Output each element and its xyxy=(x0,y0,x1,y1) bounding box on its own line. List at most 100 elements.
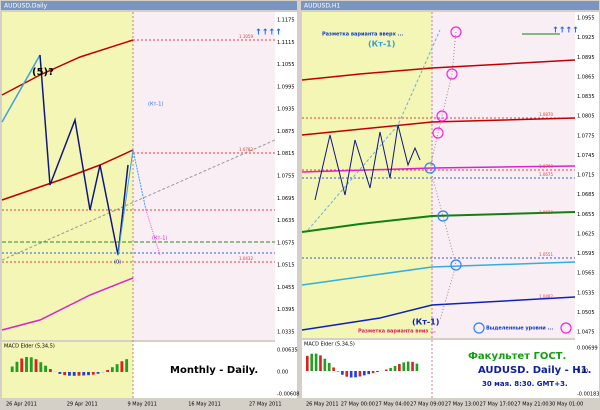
level-label: 1.0870 xyxy=(539,112,553,117)
histogram-bar xyxy=(72,372,76,376)
annotation: (Кт-1) xyxy=(148,102,163,108)
history-zone xyxy=(2,12,133,340)
histogram-bar xyxy=(63,372,67,376)
histogram-bar xyxy=(393,365,397,371)
annotation: Выделенные уровни ... xyxy=(486,326,553,332)
date-label: 27 May 09:00 xyxy=(410,402,444,408)
indicator-name: MACD Elder (5,34,5) xyxy=(4,344,55,350)
price-label: 1.0755 xyxy=(277,174,295,180)
history-zone xyxy=(302,12,432,338)
caption: Факультет ГОСТ. xyxy=(468,351,566,362)
date-label: 26 May 2011 xyxy=(306,402,339,408)
price-label: 1.0865 xyxy=(577,74,595,80)
histogram-bar xyxy=(82,372,86,376)
indicator-label: 0.00635 xyxy=(277,348,298,354)
histogram-bar xyxy=(345,371,349,377)
indicator-label: 0.00699 xyxy=(577,346,598,352)
histogram-bar xyxy=(376,371,379,373)
price-label: 1.1055 xyxy=(277,62,295,68)
annotation: (Кт-1) xyxy=(412,318,439,327)
caption: AUDUSD. Daily - H1. xyxy=(478,365,591,376)
histogram-bar xyxy=(354,371,357,378)
histogram-bar xyxy=(106,369,110,372)
histogram-bar xyxy=(349,371,353,378)
price-label: 1.0515 xyxy=(277,263,295,269)
level-label: 1.0783 xyxy=(239,147,253,152)
wave-label: (0) xyxy=(114,260,121,266)
histogram-bar xyxy=(120,361,124,372)
histogram-bar xyxy=(15,361,19,372)
price-label: 1.0535 xyxy=(577,290,595,296)
date-label: 27 May 17:00 xyxy=(480,402,514,408)
price-label: 1.0655 xyxy=(577,212,595,218)
date-label: 9 May 2011 xyxy=(128,402,157,408)
histogram-bar xyxy=(77,372,81,376)
histogram-bar xyxy=(10,366,14,372)
price-label: 1.0455 xyxy=(277,285,295,291)
level-label: 1.0482 xyxy=(539,294,553,299)
histogram-bar xyxy=(91,372,95,375)
price-label: 1.0395 xyxy=(277,307,295,313)
date-label: 27 May 2011 xyxy=(249,402,282,408)
date-label: 30 May 01:00 xyxy=(549,402,583,408)
level-label: 1.0675 xyxy=(539,172,553,177)
histogram-bar xyxy=(58,372,62,374)
histogram-bar xyxy=(34,359,38,372)
histogram-bar xyxy=(398,364,401,371)
indicator-name: MACD Elder (5,34,5) xyxy=(304,342,355,348)
histogram-bar xyxy=(25,356,28,372)
svg-text:↑↑↑↑: ↑↑↑↑ xyxy=(552,26,579,35)
window-title: AUDUSD,Daily xyxy=(4,3,47,10)
title-bar[interactable] xyxy=(301,1,599,10)
caption: 30 мая. 8:30. GMT+3. xyxy=(482,380,568,388)
price-label: 1.0805 xyxy=(577,114,595,120)
histogram-bar xyxy=(323,358,327,371)
price-label: 1.0685 xyxy=(577,192,595,198)
price-label: 1.0895 xyxy=(577,55,595,61)
histogram-bar xyxy=(406,361,410,371)
histogram-bar xyxy=(115,364,119,372)
histogram-bar xyxy=(319,355,322,371)
histogram-bar xyxy=(306,355,309,371)
histogram-bar xyxy=(314,353,318,371)
price-label: 1.0875 xyxy=(277,129,295,135)
left-drawings: ↑↑↑↑ xyxy=(1,12,282,398)
indicator-label: -0.00608 xyxy=(277,392,299,398)
date-label: 27 May 13:00 xyxy=(445,402,479,408)
histogram-bar xyxy=(44,365,48,372)
indicator-label: 0.00 xyxy=(577,369,588,375)
annotation: Разметка варианта вниз ... xyxy=(358,329,436,335)
histogram-bar xyxy=(125,359,129,372)
price-label: 1.1115 xyxy=(277,40,295,46)
caption: Monthly - Daily. xyxy=(170,365,258,376)
histogram-bar xyxy=(411,361,414,371)
level-label: 1.0432 xyxy=(239,256,253,261)
date-label: 29 Apr 2011 xyxy=(67,402,98,408)
level-label: 1.1059 xyxy=(239,34,253,39)
histogram-bar xyxy=(341,371,344,375)
price-label: 1.0695 xyxy=(277,196,295,202)
histogram-bar xyxy=(68,372,71,376)
date-label: 27 May 21:00 xyxy=(514,402,548,408)
price-label: 1.0775 xyxy=(577,133,595,139)
price-label: 1.0935 xyxy=(277,107,295,113)
title-bar[interactable] xyxy=(1,1,297,10)
histogram-bar xyxy=(310,353,314,371)
price-label: 1.0595 xyxy=(577,251,595,257)
price-label: 1.0995 xyxy=(277,84,295,90)
price-label: 1.1175 xyxy=(277,18,295,24)
price-label: 1.0955 xyxy=(577,16,595,22)
date-label: 27 May 04:00 xyxy=(375,402,409,408)
date-label: 27 May 00:00 xyxy=(341,402,375,408)
histogram-bar xyxy=(48,369,52,372)
histogram-bar xyxy=(87,372,90,376)
price-label: 1.0715 xyxy=(577,173,595,179)
level-label: 1.0620 xyxy=(539,210,553,215)
histogram-bar xyxy=(367,371,371,375)
price-label: 1.0565 xyxy=(577,271,595,277)
annotation: (Кт-1) xyxy=(152,236,167,242)
indicator-label: -0.00183 xyxy=(577,392,599,398)
price-label: 1.0815 xyxy=(277,151,295,157)
